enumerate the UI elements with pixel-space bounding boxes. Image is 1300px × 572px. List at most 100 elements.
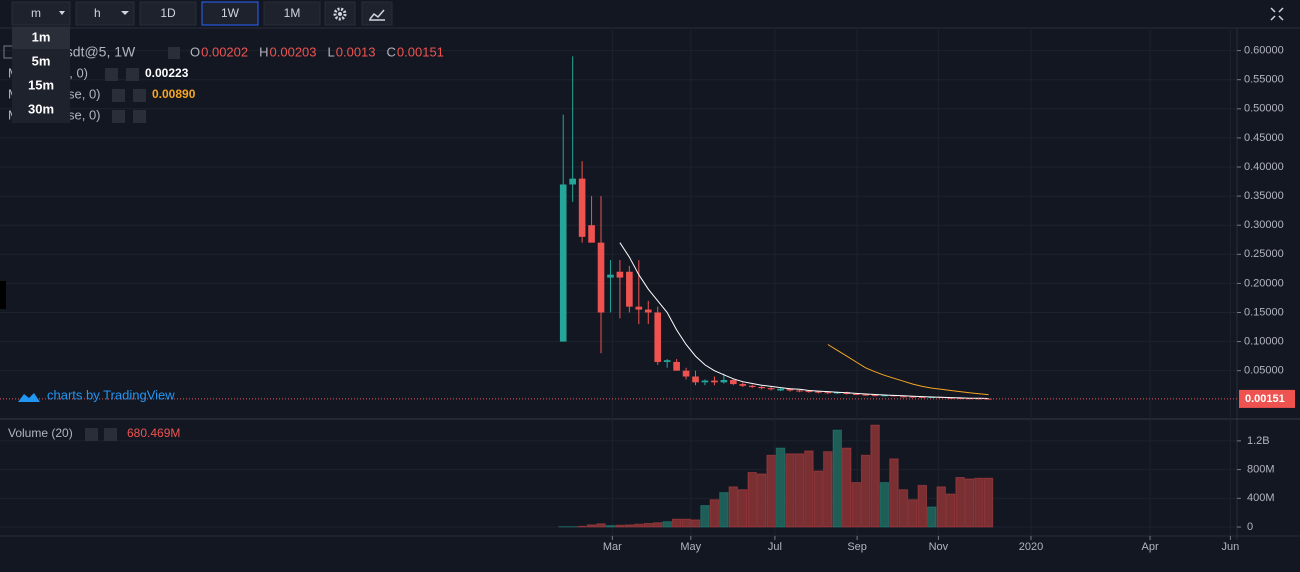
volume-bar xyxy=(974,477,984,528)
candle-body xyxy=(919,396,926,398)
settings-button[interactable] xyxy=(324,1,356,26)
watermark-text[interactable]: charts by TradingView xyxy=(47,387,175,402)
moving-average-line xyxy=(827,344,989,396)
volume-bar xyxy=(823,451,833,528)
y-tick-label: 0.30000 xyxy=(1244,219,1284,231)
candle-body xyxy=(796,390,803,392)
candle-body xyxy=(947,397,954,399)
volume-bar xyxy=(747,471,757,528)
menu-item[interactable]: 1m xyxy=(32,29,51,44)
candle-body xyxy=(824,392,832,394)
minute-select[interactable]: m xyxy=(11,1,71,26)
volume-bar xyxy=(634,523,644,528)
candle-body xyxy=(626,271,633,307)
gear-icon xyxy=(338,12,342,16)
x-tick-label: Mar xyxy=(603,541,622,553)
volume-bar xyxy=(586,524,597,528)
y-tick-label: 0.50000 xyxy=(1244,103,1284,115)
volume-bar xyxy=(898,489,909,528)
x-tick-label: Sep xyxy=(847,541,867,553)
menu-item[interactable]: 30m xyxy=(28,101,54,116)
volume-bar xyxy=(643,522,654,528)
y-tick-label: 0.20000 xyxy=(1244,277,1284,289)
ma-remove-icon[interactable] xyxy=(133,89,146,102)
candle-body xyxy=(635,306,643,310)
hour-select[interactable]: h xyxy=(75,1,135,26)
candle-body xyxy=(975,398,983,400)
fullscreen-button[interactable] xyxy=(1264,3,1290,24)
candle-body xyxy=(748,385,756,387)
ma-settings-icon[interactable] xyxy=(105,68,118,81)
volume-tick-label: 400M xyxy=(1247,492,1275,504)
volume-bar xyxy=(794,453,805,528)
dropdown-arrow xyxy=(121,11,129,15)
hour-select-label[interactable]: h xyxy=(94,6,101,20)
legend: usdt@5, 1W O 0.00202 H 0.00203 L 0.0013 C 0.001… xyxy=(3,44,444,441)
side-tab[interactable] xyxy=(0,281,6,309)
volume-bar xyxy=(841,447,852,528)
menu-item[interactable]: 15m xyxy=(28,77,54,92)
menu-item-highlight xyxy=(12,27,70,49)
volume-bar xyxy=(927,506,937,528)
volume-bar xyxy=(690,519,701,528)
candle-body xyxy=(578,178,586,237)
ohlc-label: C xyxy=(387,44,396,59)
x-tick-label: 2020 xyxy=(1019,541,1043,553)
interval-button[interactable] xyxy=(139,1,197,26)
volume-bar xyxy=(766,454,776,528)
y-tick-label: 0.25000 xyxy=(1244,248,1284,260)
volume-tick-label: 0 xyxy=(1247,521,1253,533)
volume-bar xyxy=(596,523,606,528)
legend-icon[interactable] xyxy=(168,47,180,59)
volume-bar xyxy=(775,447,786,528)
ma-remove-icon[interactable] xyxy=(133,110,146,123)
watermark[interactable]: charts by TradingView xyxy=(18,387,175,402)
y-tick-label: 0.15000 xyxy=(1244,306,1284,318)
candle-body xyxy=(871,395,879,397)
volume-settings-icon[interactable] xyxy=(85,428,98,441)
indicators-box[interactable] xyxy=(361,1,393,26)
dropdown-arrow xyxy=(59,11,65,15)
volume-bar xyxy=(709,499,720,528)
ma-settings-icon[interactable] xyxy=(112,110,125,123)
interval-button[interactable] xyxy=(201,1,259,26)
hour-select-box[interactable] xyxy=(75,1,135,26)
volume-bar xyxy=(719,492,729,528)
interval-button-label[interactable]: 1D xyxy=(160,6,176,20)
volume-name: Volume (20) xyxy=(8,426,73,440)
menu-item[interactable]: 5m xyxy=(32,53,51,68)
interval-button[interactable] xyxy=(263,1,321,26)
candle-body xyxy=(985,398,992,400)
moving-average-line xyxy=(619,242,989,399)
indicators-button[interactable] xyxy=(361,1,393,26)
interval-button-label[interactable]: 1M xyxy=(284,6,301,20)
candle-body xyxy=(588,225,595,243)
y-tick-label: 0.55000 xyxy=(1244,74,1284,86)
plot xyxy=(0,56,1237,528)
candle-body xyxy=(767,388,775,390)
volume-bar xyxy=(577,525,587,528)
ma-settings-icon[interactable] xyxy=(112,89,125,102)
volume-bar xyxy=(728,486,739,528)
candle-body xyxy=(597,242,605,313)
candle-body xyxy=(654,312,662,362)
volume-bar xyxy=(681,518,691,528)
ma-remove-icon[interactable] xyxy=(126,68,139,81)
candle-body xyxy=(900,396,907,398)
symbol-name: usdt@5, 1W xyxy=(58,44,136,60)
x-tick-label: Apr xyxy=(1141,541,1158,553)
candle-body xyxy=(673,361,680,371)
ohlc-label: O xyxy=(190,44,200,59)
interval-button-label[interactable]: 1W xyxy=(221,6,240,20)
ohlc-value: 0.00151 xyxy=(397,44,444,59)
volume-bar xyxy=(983,477,994,528)
volume-bar xyxy=(964,478,975,528)
minute-select-box[interactable] xyxy=(11,1,71,26)
minute-select-label[interactable]: m xyxy=(31,6,41,20)
volume-remove-icon[interactable] xyxy=(104,428,117,441)
candle-body xyxy=(692,376,699,383)
fullscreen-box[interactable] xyxy=(1264,3,1290,24)
y-tick-label: 0.05000 xyxy=(1244,365,1284,377)
volume-bar xyxy=(945,493,956,528)
